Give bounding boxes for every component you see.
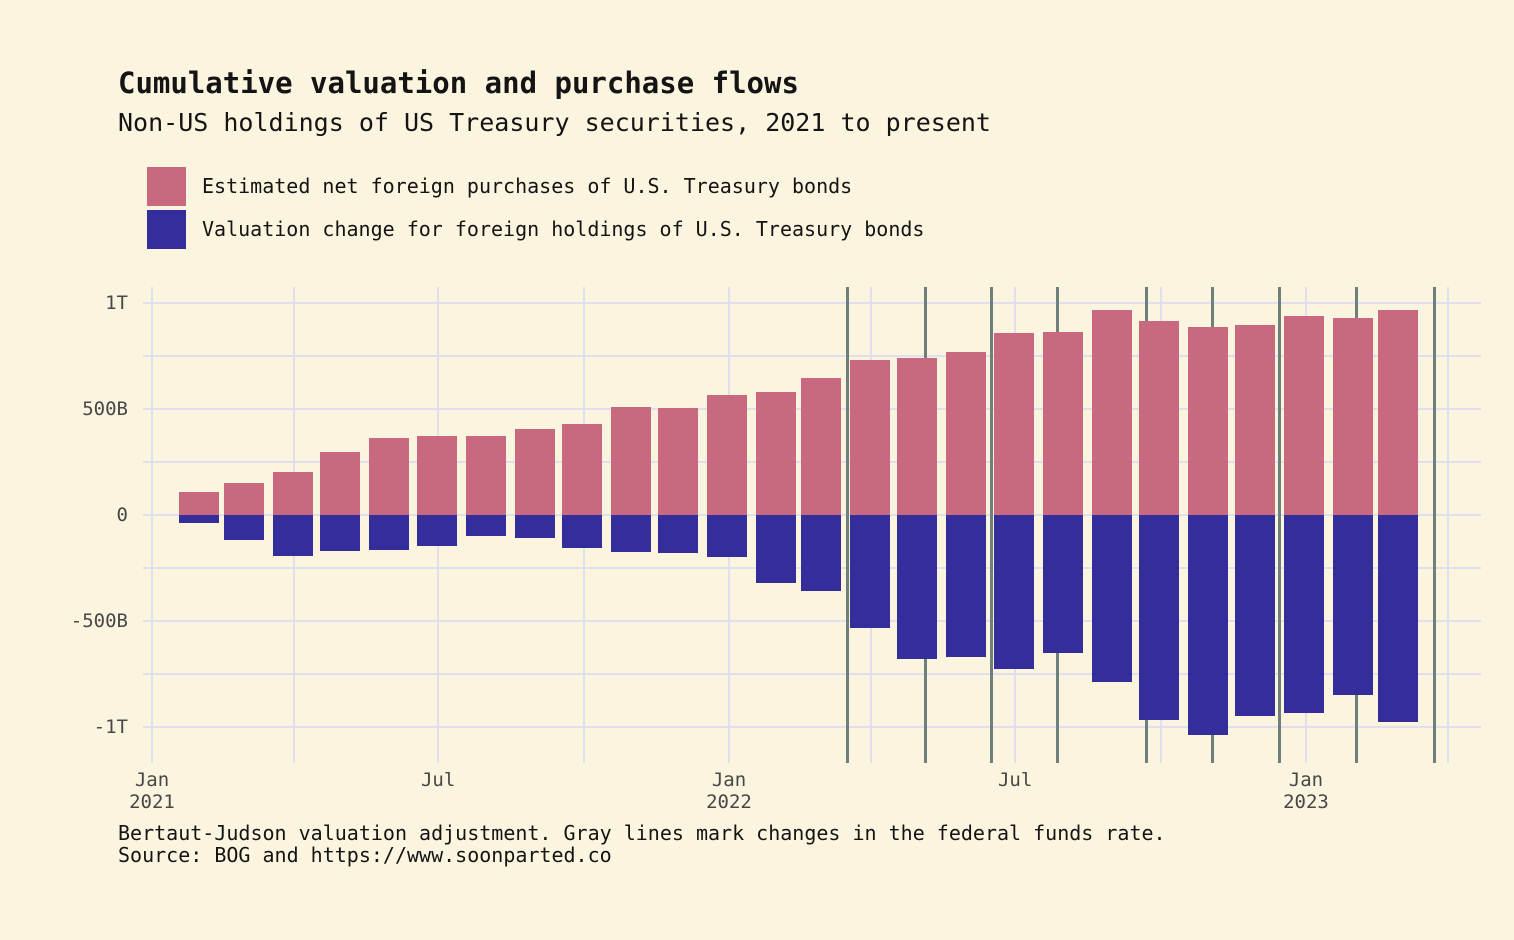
legend-item-purchases: Estimated net foreign purchases of U.S. … [147,166,852,206]
x-axis-tick-label: Jan 2023 [1283,769,1329,813]
bar-segment-purchases-2022-08 [1091,310,1132,515]
bar-segment-purchases-2022-10 [1187,327,1228,515]
bar-segment-valuation-2021-11 [658,515,699,554]
caption-note: Bertaut-Judson valuation adjustment. Gra… [118,821,1166,845]
bar-segment-purchases-2022-02 [800,378,841,515]
bar-segment-purchases-2021-06 [416,435,457,515]
bar-segment-valuation-2022-04 [897,515,938,660]
fed-rate-change-line [1277,287,1281,763]
bar-segment-purchases-2022-04 [897,358,938,515]
gridline-horizontal [143,620,1481,622]
gridline-vertical [1447,287,1450,763]
bar-segment-valuation-2022-07 [1042,515,1083,653]
bar-segment-purchases-2021-11 [658,407,699,515]
bar-segment-valuation-2021-03 [272,515,313,557]
bar-segment-valuation-2022-05 [946,515,987,658]
bar-segment-valuation-2022-09 [1138,515,1179,720]
bar-segment-purchases-2022-11 [1235,325,1276,515]
bar-segment-valuation-2022-11 [1235,515,1276,717]
y-axis-tick-label: 500B [82,398,128,420]
bar-segment-valuation-2022-06 [993,515,1034,669]
bar-segment-valuation-2021-10 [610,515,651,553]
bar-segment-valuation-2023-01 [1333,515,1374,696]
bar-segment-valuation-2021-12 [707,515,748,558]
bar-segment-purchases-2021-07 [465,435,506,515]
bar-segment-valuation-2022-02 [800,515,841,592]
bar-segment-purchases-2022-12 [1284,315,1325,515]
bar-segment-purchases-2022-09 [1138,321,1179,515]
bar-segment-valuation-2021-01 [179,515,220,524]
gridline-vertical [151,287,153,763]
bar-segment-valuation-2022-01 [756,515,797,583]
bar-segment-purchases-2021-04 [320,452,361,515]
bar-segment-purchases-2021-10 [610,406,651,515]
bar-segment-valuation-2022-12 [1284,515,1325,714]
bar-segment-valuation-2021-05 [369,515,410,550]
chart-title: Cumulative valuation and purchase flows [118,66,799,100]
bar-segment-purchases-2022-07 [1042,331,1083,515]
legend-item-valuation: Valuation change for foreign holdings of… [147,209,924,249]
bar-segment-purchases-2022-05 [946,351,987,515]
fed-rate-change-line [989,287,993,763]
legend-label-purchases: Estimated net foreign purchases of U.S. … [202,174,853,198]
y-axis-tick-label: 1T [105,292,128,314]
gridline-horizontal [143,726,1481,728]
x-axis-tick-label: Jan 2021 [129,769,175,813]
y-axis-tick-label: -1T [93,716,128,738]
bar-segment-valuation-2022-08 [1091,515,1132,683]
legend-swatch-purchases [147,166,186,206]
legend-label-valuation: Valuation change for foreign holdings of… [202,217,925,241]
gridline-horizontal [143,355,1481,357]
bar-segment-purchases-2021-12 [707,395,748,515]
bar-segment-valuation-2022-10 [1187,515,1228,736]
bar-segment-valuation-2021-07 [465,515,506,537]
bar-segment-valuation-2023-02 [1377,515,1418,722]
legend-swatch-valuation [147,209,186,249]
gridline-horizontal [143,302,1481,304]
chart-subtitle: Non-US holdings of US Treasury securitie… [118,108,991,137]
bar-segment-valuation-2021-08 [514,515,555,539]
bar-segment-purchases-2021-02 [223,483,264,515]
bar-segment-purchases-2023-01 [1333,317,1374,515]
bar-segment-purchases-2021-01 [179,491,220,515]
bar-segment-purchases-2023-02 [1377,310,1418,515]
x-axis-tick-label: Jan 2022 [706,769,752,813]
bar-segment-valuation-2022-03 [849,515,890,629]
bar-segment-purchases-2022-03 [849,360,890,515]
bar-segment-valuation-2021-04 [320,515,361,552]
bar-segment-purchases-2021-09 [561,423,602,515]
bar-segment-purchases-2021-08 [514,429,555,515]
caption-source: Source: BOG and https://www.soonparted.c… [118,843,612,867]
gridline-horizontal [143,673,1481,675]
y-axis-tick-label: 0 [116,504,128,526]
bar-segment-valuation-2021-09 [561,515,602,548]
x-axis-tick-label: Jul [420,769,456,791]
bar-segment-purchases-2022-06 [993,332,1034,515]
bar-segment-valuation-2021-06 [416,515,457,546]
fed-rate-change-line [846,287,850,763]
y-axis-tick-label: -500B [70,610,128,632]
caption: Bertaut-Judson valuation adjustment. Gra… [118,822,1166,866]
bar-segment-purchases-2021-05 [369,437,410,515]
x-axis-tick-label: Jul [997,769,1033,791]
bar-segment-valuation-2021-02 [223,515,264,541]
bar-segment-purchases-2022-01 [756,392,797,515]
bar-segment-purchases-2021-03 [272,471,313,515]
fed-rate-change-line [1432,287,1436,763]
